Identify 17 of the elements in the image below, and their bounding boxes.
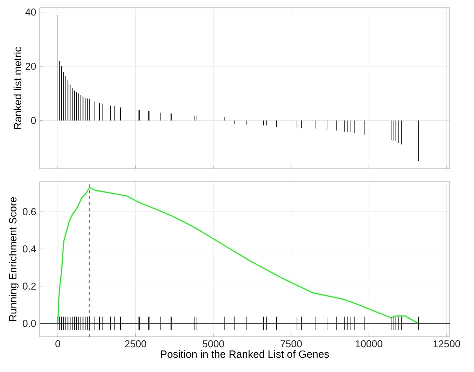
y-axis-title: Running Enrichment Score bbox=[9, 197, 19, 322]
x-tick-label: 2500 bbox=[125, 340, 147, 348]
x-tick-label: 5000 bbox=[202, 340, 224, 348]
line-series bbox=[57, 187, 420, 324]
y-tick-label: 0.6 bbox=[23, 208, 36, 216]
x-tick-label: 12500 bbox=[434, 340, 460, 348]
y-tick-label: 20 bbox=[26, 63, 36, 70]
x-axis-title: Position in the Ranked List of Genes bbox=[161, 350, 330, 358]
x-tick-label: 10000 bbox=[356, 340, 383, 348]
y-tick-label: 40 bbox=[26, 8, 36, 16]
x-tick-label: 7500 bbox=[280, 340, 302, 348]
y-tick-label: 0.4 bbox=[23, 246, 36, 253]
y-tick-label: 0.2 bbox=[23, 282, 36, 290]
y-axis-title: Ranked list metric bbox=[14, 47, 22, 130]
x-tick-label: 0 bbox=[56, 340, 60, 348]
y-tick-label: 0 bbox=[31, 117, 36, 124]
y-tick-label: 0.0 bbox=[23, 320, 36, 328]
